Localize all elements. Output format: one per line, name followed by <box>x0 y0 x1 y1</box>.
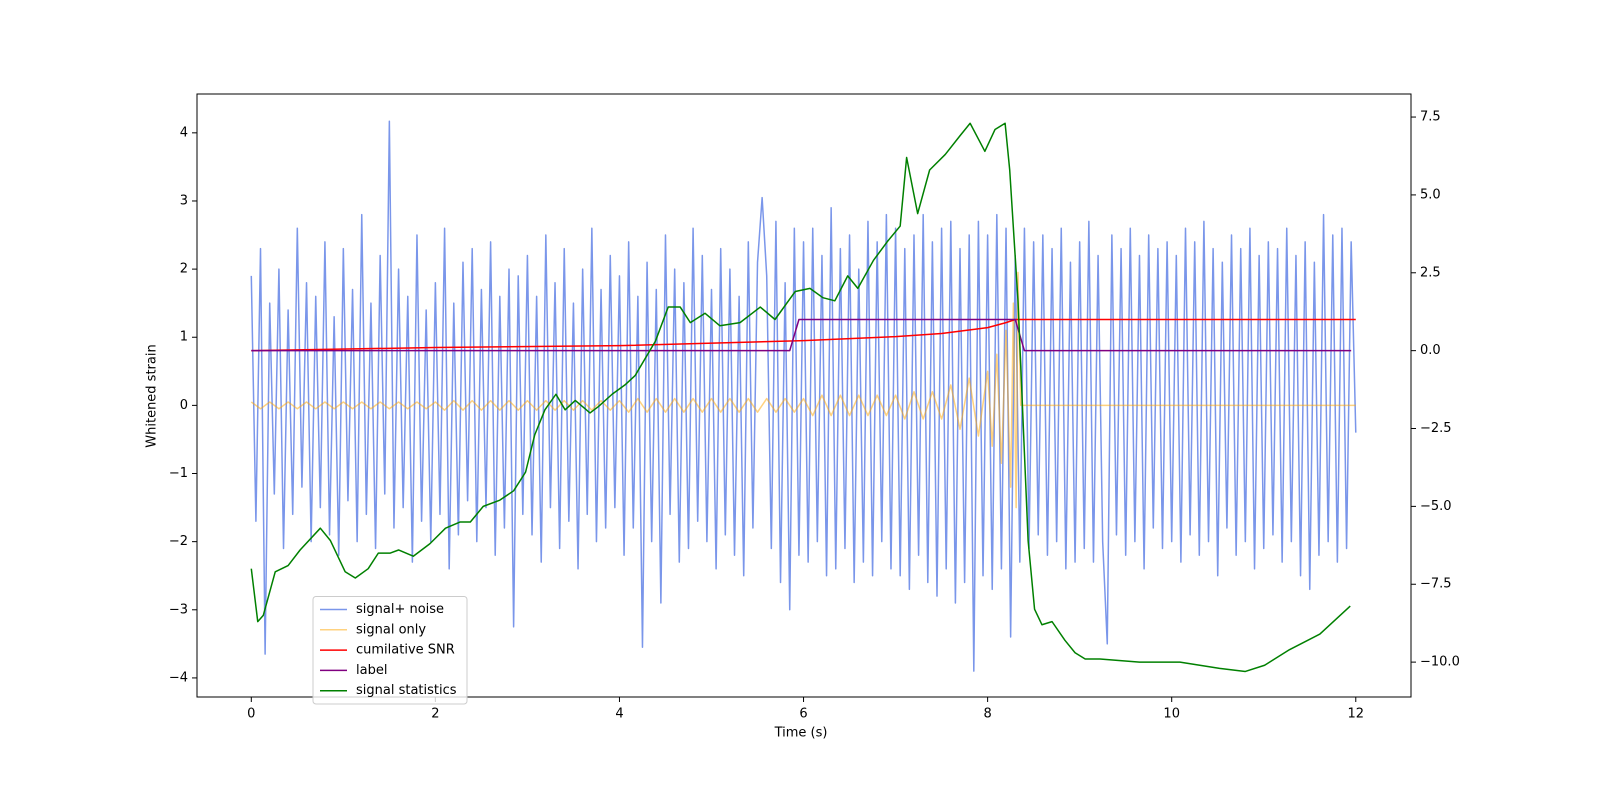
legend-label: label <box>356 663 387 678</box>
y-axis-label: Whitened strain <box>145 344 160 447</box>
y-tick-label: 2 <box>180 262 188 277</box>
legend-box <box>312 596 468 705</box>
series-line <box>251 318 1356 352</box>
legend-label: cumilative SNR <box>356 643 455 658</box>
x-tick-label: 12 <box>1348 707 1365 722</box>
x-tick-label: 4 <box>615 707 623 722</box>
y2-tick-label: −2.5 <box>1420 421 1452 436</box>
series-line <box>250 120 1357 672</box>
y-tick-label: 0 <box>180 398 188 413</box>
legend-label: signal+ noise <box>356 602 444 617</box>
x-tick-label: 2 <box>431 707 439 722</box>
y-tick-label: −1 <box>169 466 188 481</box>
series-line <box>251 318 1352 352</box>
y-tick-label: −3 <box>169 602 188 617</box>
series-line <box>250 271 1356 509</box>
y2-tick-label: −5.0 <box>1420 499 1452 514</box>
legend-label: signal statistics <box>356 683 457 698</box>
y-tick-label: 4 <box>180 125 188 140</box>
y2-tick-label: −10.0 <box>1420 655 1460 670</box>
x-tick-label: 6 <box>799 707 807 722</box>
plot-area <box>250 120 1357 673</box>
legend-label: signal only <box>356 622 426 637</box>
y-tick-label: −2 <box>169 534 188 549</box>
series-line <box>250 122 1351 673</box>
y-tick-label: 3 <box>180 193 188 208</box>
y-tick-label: −4 <box>169 670 188 685</box>
y2-tick-label: −7.5 <box>1420 577 1452 592</box>
y2-tick-label: 7.5 <box>1420 110 1441 125</box>
x-tick-label: 10 <box>1163 707 1180 722</box>
x-axis-label: Time (s) <box>774 726 828 741</box>
x-tick-label: 0 <box>247 707 255 722</box>
x-tick-label: 8 <box>983 707 991 722</box>
y2-tick-label: 5.0 <box>1420 187 1441 202</box>
y2-tick-label: 0.0 <box>1420 343 1441 358</box>
y-tick-label: 1 <box>180 330 188 345</box>
y2-tick-label: 2.5 <box>1420 265 1441 280</box>
